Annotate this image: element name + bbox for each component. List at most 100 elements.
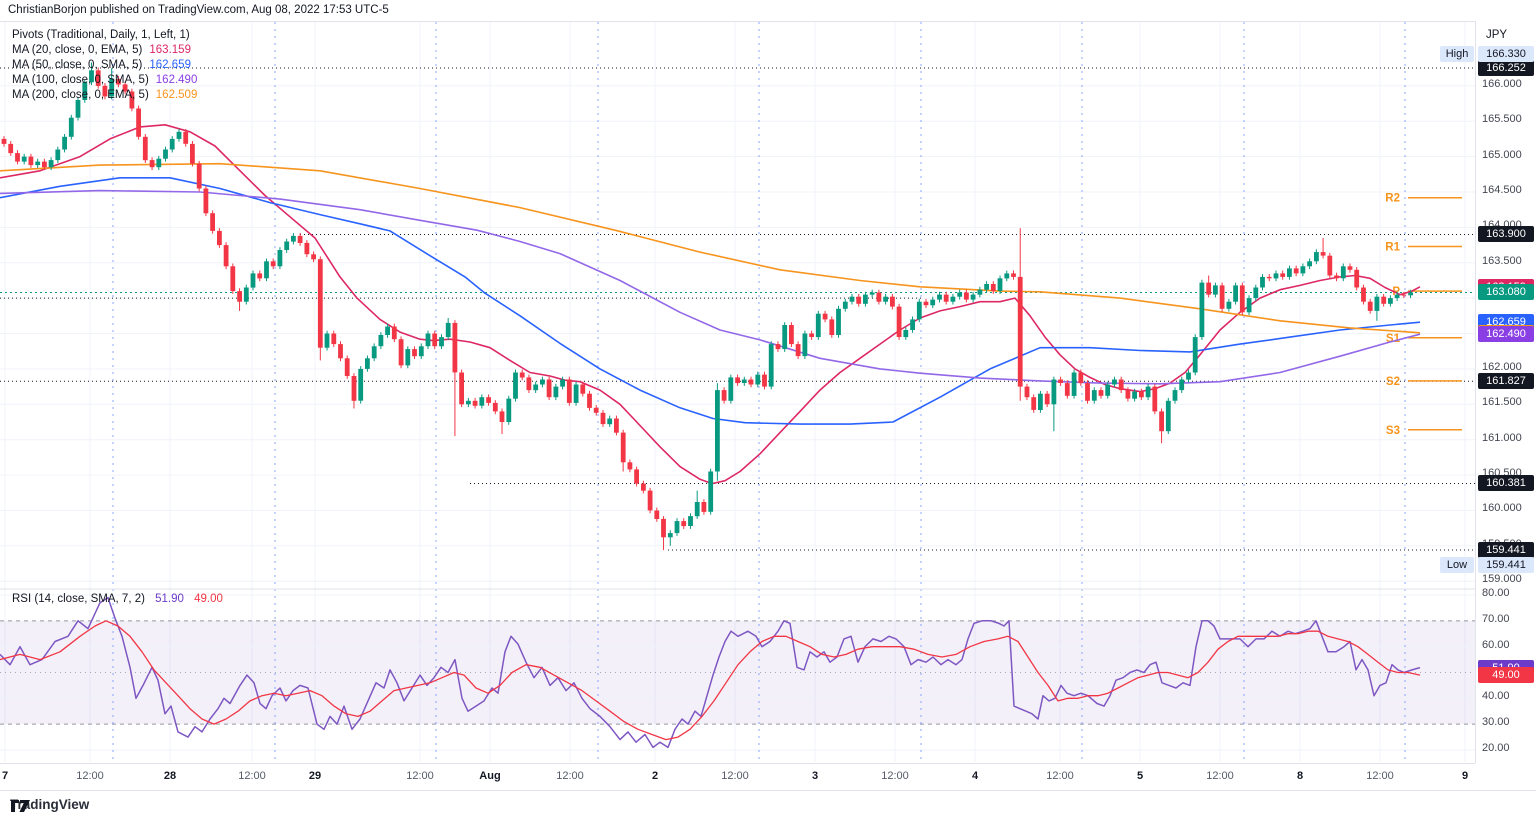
chart-area[interactable]: R2 R1 P S1 S2 S3 Pivots (Traditional, Daily, … — [0, 21, 1475, 763]
candle-body — [1145, 386, 1151, 398]
legend-ma-value: 162.659 — [149, 59, 191, 71]
candle-body — [1361, 287, 1366, 302]
axis-badge-49.00: 49.00 — [1478, 667, 1534, 684]
price-tick-label: 166.000 — [1482, 77, 1522, 90]
candle-body — [304, 242, 310, 255]
legend-pivots-label: Pivots (Traditional, Daily, 1, Left, 1) — [12, 29, 190, 41]
candle-body — [237, 291, 242, 302]
legend-ma-row-0[interactable]: MA (20, close, 0, EMA, 5) 163.159 — [12, 44, 197, 59]
candle-body — [1192, 337, 1198, 373]
candle-body — [587, 393, 592, 408]
candle-body — [1044, 393, 1050, 405]
candle-body — [1, 138, 7, 144]
candle-body — [923, 301, 929, 306]
time-tick-9: 9 — [1461, 770, 1469, 782]
candle-body — [472, 400, 478, 406]
price-tick-label: 163.500 — [1482, 254, 1522, 267]
candle-body — [89, 70, 94, 83]
candle-body — [102, 85, 108, 97]
price-axis[interactable]: JPY 166.000 165.500 165.000 164.500 164.000 1… — [1440, 21, 1536, 763]
candle-body — [1179, 379, 1185, 391]
candle-body — [142, 136, 148, 161]
candle-body — [546, 379, 552, 398]
tradingview-logo[interactable]: TradingView — [10, 797, 89, 812]
axis-badge-166.252: 166.252 — [1478, 60, 1534, 76]
candle-body — [1340, 266, 1346, 279]
candle-body — [580, 384, 586, 394]
candle-body — [829, 319, 835, 335]
candle-body — [499, 411, 505, 422]
candle-body — [1105, 384, 1111, 396]
time-tick-28: 28 — [163, 770, 177, 782]
pivot-label-S3: S3 — [1386, 425, 1400, 437]
candle-body — [163, 149, 168, 159]
legend-ma-row-3[interactable]: MA (200, close, 0, EMA, 5) 162.509 — [12, 89, 197, 104]
candle-body — [1280, 273, 1286, 277]
candle-body — [1004, 273, 1010, 279]
legend-ma-row-1[interactable]: MA (50, close, 0, SMA, 5) 162.659 — [12, 59, 197, 74]
candle-body — [217, 230, 222, 246]
candle-body — [190, 143, 195, 164]
candle-body — [385, 326, 390, 335]
candle-body — [708, 471, 714, 512]
candle-body — [371, 346, 377, 359]
candle-body — [391, 326, 397, 340]
legend-pivots[interactable]: Pivots (Traditional, Daily, 1, Left, 1) — [12, 29, 197, 44]
time-axis[interactable]: 7 12:00 28 12:00 29 12:00 Aug 12:00 2 12:00 3 12:00… — [0, 763, 1475, 791]
legend-ma-label: MA (20, close, 0, EMA, 5) — [12, 44, 143, 56]
candle-body — [432, 333, 438, 347]
candle-body — [1206, 282, 1212, 295]
candle-body — [176, 131, 182, 139]
candle-body — [1139, 391, 1144, 398]
candle-body — [1159, 411, 1164, 432]
pivot-label-S2: S2 — [1386, 376, 1400, 388]
axis-badge-163.900: 163.900 — [1478, 226, 1534, 243]
candle-body — [1172, 390, 1178, 401]
candle-body — [291, 235, 296, 242]
session-high-value: 166.330 — [1478, 46, 1534, 62]
rsi-tick-label: 30.00 — [1482, 716, 1510, 729]
candle-body — [957, 292, 963, 297]
legend-ma-label: MA (50, close, 0, SMA, 5) — [12, 59, 143, 71]
candle-body — [977, 289, 983, 295]
session-high-tag: High — [1440, 46, 1474, 62]
candle-body — [856, 296, 862, 304]
candle-body — [257, 273, 263, 279]
candle-body — [358, 368, 364, 401]
candle-body — [997, 278, 1003, 291]
candle-body — [486, 397, 491, 403]
candle-body — [1078, 372, 1084, 384]
candle-body — [324, 333, 330, 348]
candle-body — [1017, 276, 1023, 387]
candle-body — [15, 153, 20, 162]
rsi-tick-label: 20.00 — [1482, 741, 1510, 754]
candle-body — [68, 117, 74, 137]
candle-body — [1165, 400, 1171, 432]
candle-body — [721, 390, 727, 401]
session-low-value: 159.441 — [1478, 557, 1534, 573]
candle-body — [667, 533, 673, 538]
candle-body — [1401, 294, 1407, 296]
candle-body — [1213, 285, 1218, 295]
candle-body — [243, 287, 249, 302]
candle-body — [8, 143, 14, 154]
candle-body — [566, 379, 572, 403]
candle-body — [1347, 266, 1353, 270]
rsi-legend[interactable]: RSI (14, close, SMA, 7, 2) 51.90 49.00 — [12, 593, 223, 605]
candle-body — [674, 521, 680, 534]
candle-body — [620, 432, 626, 463]
candle-body — [802, 333, 808, 357]
candle-body — [1031, 397, 1037, 410]
candle-body — [149, 160, 155, 168]
candle-body — [338, 344, 343, 359]
candle-body — [55, 149, 61, 161]
time-tick-12:00: 12:00 — [76, 770, 104, 782]
candle-body — [1098, 390, 1104, 396]
candle-body — [849, 296, 855, 302]
time-tick-12:00: 12:00 — [1046, 770, 1074, 782]
rsi-tick-label: 70.00 — [1482, 612, 1510, 625]
rsi-sma-value: 49.00 — [194, 593, 223, 605]
legend-ma-row-2[interactable]: MA (100, close, 0, SMA, 5) 162.490 — [12, 74, 197, 89]
axis-badge-160.381: 160.381 — [1478, 475, 1534, 492]
